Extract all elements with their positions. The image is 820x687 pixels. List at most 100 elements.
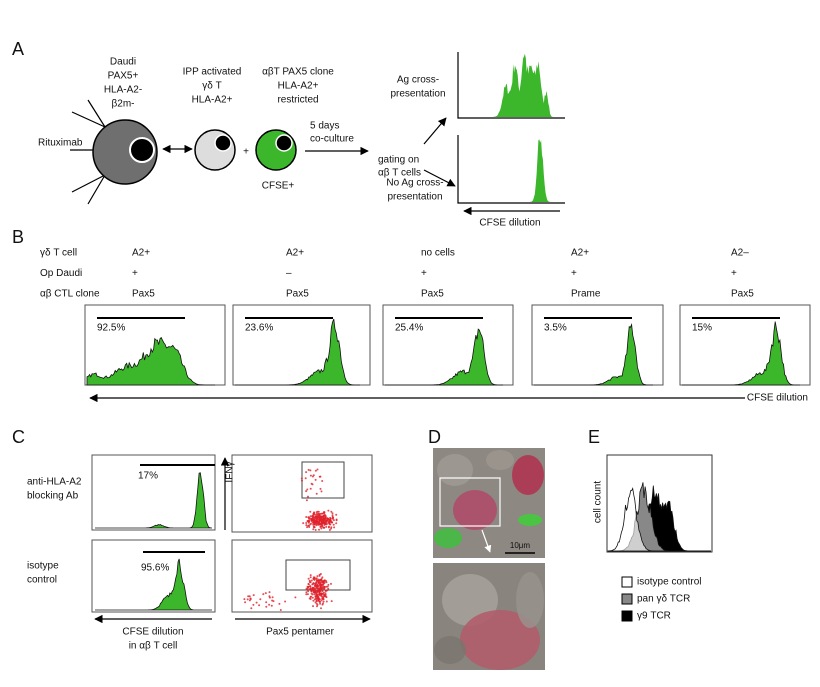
dot — [331, 515, 334, 518]
label: presentation — [390, 89, 445, 100]
label: HLA-A2+ — [192, 95, 233, 106]
label: control — [27, 575, 57, 586]
cell-blob — [512, 455, 544, 495]
dot — [315, 518, 318, 521]
dot — [316, 605, 318, 608]
dot — [321, 480, 324, 482]
dot — [248, 595, 251, 598]
dot — [330, 600, 333, 603]
dot — [314, 529, 317, 531]
dot — [307, 590, 310, 593]
dot — [322, 600, 325, 603]
dot — [327, 587, 330, 590]
dot — [313, 598, 316, 601]
dot — [307, 495, 309, 498]
dot — [327, 525, 330, 528]
legend-swatch — [621, 576, 633, 588]
cell-value: Pax5 — [286, 289, 309, 300]
panel-label: C — [12, 427, 25, 447]
dot — [265, 601, 268, 604]
dot — [309, 576, 312, 579]
label: Daudi — [110, 57, 136, 68]
dot — [313, 511, 315, 514]
dot — [318, 574, 321, 577]
dot — [306, 593, 309, 596]
dot — [244, 601, 247, 604]
dot — [313, 582, 316, 585]
dot — [320, 490, 323, 493]
histogram — [385, 328, 503, 386]
label: co-culture — [310, 134, 354, 145]
cell-value: A2+ — [571, 248, 589, 259]
nucleus — [275, 134, 293, 152]
row-label: αβ CTL clone — [40, 289, 100, 300]
cell-blob — [453, 490, 497, 530]
dot — [315, 598, 318, 601]
panel-c-frames — [91, 454, 373, 624]
dot — [310, 579, 313, 582]
percent: 15% — [692, 323, 712, 334]
dot — [322, 598, 325, 601]
label: blocking Ab — [27, 491, 79, 502]
label: αβT PAX5 clone — [262, 67, 334, 78]
dot — [320, 599, 323, 602]
cell-value: + — [731, 268, 737, 279]
dot — [305, 499, 308, 502]
dot — [324, 590, 327, 593]
frame — [91, 539, 216, 613]
dot — [307, 468, 310, 471]
dot — [307, 520, 310, 523]
dot — [309, 515, 312, 518]
dot — [313, 593, 316, 596]
frame — [606, 454, 713, 553]
dot — [249, 597, 252, 600]
panel-label: E — [588, 427, 600, 447]
dot — [328, 520, 331, 523]
percent: 95.6% — [141, 563, 169, 574]
dot — [262, 593, 265, 596]
cell-value: Pax5 — [731, 289, 754, 300]
antibody — [71, 111, 106, 128]
dot — [255, 601, 258, 604]
dot — [300, 477, 303, 480]
row-label: Op Daudi — [40, 268, 82, 279]
dot — [306, 526, 309, 529]
dot — [305, 522, 308, 524]
dot — [319, 602, 322, 605]
dot — [268, 591, 271, 594]
dot — [315, 577, 318, 580]
cell-blob — [434, 528, 462, 548]
axis — [457, 52, 565, 119]
cell-blob — [460, 610, 540, 670]
antibody — [87, 99, 106, 128]
axis — [457, 135, 565, 204]
dot — [332, 523, 335, 526]
dot — [305, 593, 308, 596]
label: + — [243, 147, 249, 158]
dot — [331, 512, 334, 515]
cell-blob — [518, 514, 542, 526]
dot — [323, 587, 326, 589]
cell-blob — [434, 636, 466, 664]
dot — [315, 492, 318, 495]
dot — [312, 513, 315, 515]
dot — [314, 469, 317, 472]
dot — [305, 516, 308, 518]
cell-value: A2+ — [286, 248, 304, 259]
zoom-box — [439, 477, 501, 527]
legend-label: γ9 TCR — [637, 611, 671, 622]
dot — [309, 510, 312, 513]
dot — [308, 526, 311, 528]
label: No Ag cross- — [386, 178, 443, 189]
dot — [327, 509, 330, 512]
cell-blob — [437, 454, 473, 486]
cell-value: Prame — [571, 289, 601, 300]
dot — [252, 594, 255, 597]
dot — [318, 592, 321, 594]
cell-value: Pax5 — [132, 289, 155, 300]
dot — [312, 516, 315, 518]
legend-swatch — [621, 593, 633, 605]
dot — [324, 593, 327, 596]
nucleus — [214, 134, 232, 152]
dot — [310, 519, 313, 522]
